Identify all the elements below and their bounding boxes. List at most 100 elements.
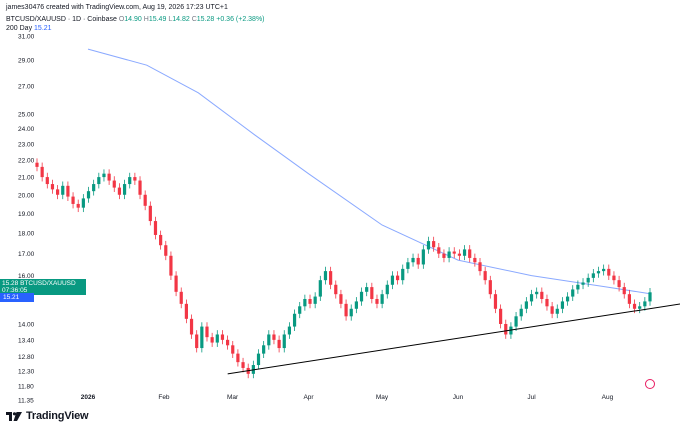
candle-body xyxy=(550,306,554,314)
y-tick-label: 18.00 xyxy=(18,230,35,237)
tradingview-logo[interactable]: TradingView xyxy=(6,410,89,422)
candle-body xyxy=(133,177,137,181)
candle-body xyxy=(231,345,235,354)
chart-caption: james30476 created with TradingView.com,… xyxy=(6,4,228,11)
bar-countdown: 07:36:05 xyxy=(2,287,28,294)
candle-body xyxy=(365,287,369,292)
candle-body xyxy=(35,162,39,167)
candle-body xyxy=(395,275,400,281)
candle-body xyxy=(169,255,173,276)
candle-body xyxy=(122,184,127,195)
candle-body xyxy=(272,334,276,340)
candle-body xyxy=(555,308,559,314)
candle-body xyxy=(308,298,312,304)
candle-body xyxy=(277,339,281,349)
candle-body xyxy=(40,166,44,178)
x-tick-label: Feb xyxy=(158,394,170,401)
candle-body xyxy=(416,257,420,265)
candle-body xyxy=(648,292,652,302)
candle-body xyxy=(329,271,333,285)
change-value: +0.36 (+2.38%) xyxy=(216,16,265,23)
candle-body xyxy=(354,301,358,309)
candle-body xyxy=(143,194,147,206)
candle-body xyxy=(514,316,518,327)
ma-legend[interactable]: 200 Day 15.21 xyxy=(6,25,52,32)
candle-body xyxy=(638,306,642,309)
candle-body xyxy=(45,177,49,185)
y-tick-label: 23.00 xyxy=(18,142,35,149)
candle-body xyxy=(138,180,142,195)
candle-body xyxy=(262,345,266,354)
y-tick-label: 31.00 xyxy=(18,34,35,41)
candle-body xyxy=(401,268,405,281)
candle-body xyxy=(560,301,565,309)
ma-200-series xyxy=(87,48,652,295)
y-tick-label: 22.00 xyxy=(18,158,35,165)
candle-body xyxy=(457,253,462,256)
candle-body xyxy=(411,257,415,263)
candle-body xyxy=(390,275,395,285)
candle-body xyxy=(195,334,199,349)
candle-body xyxy=(437,247,441,254)
y-tick-label: 17.00 xyxy=(18,251,35,258)
candle-body xyxy=(591,273,595,278)
candle-body xyxy=(153,221,158,235)
candle-body xyxy=(602,268,606,272)
candle-body xyxy=(61,185,65,195)
x-tick-label: Apr xyxy=(303,394,314,401)
candle-body xyxy=(452,251,456,254)
candle-body xyxy=(256,353,261,366)
candle-body xyxy=(287,326,292,335)
y-tick-label: 14.00 xyxy=(18,321,35,328)
candle-body xyxy=(205,326,209,338)
candle-body xyxy=(97,177,101,185)
y-tick-label: 12.80 xyxy=(18,354,35,361)
candle-body xyxy=(622,287,626,295)
symbol-legend[interactable]: BTCUSD/XAUUSD · 1D · Coinbase O14.90 H15… xyxy=(6,16,265,23)
candle-body xyxy=(179,291,183,304)
candle-body xyxy=(627,294,631,304)
candle-body xyxy=(184,303,188,319)
ma-price-tag: 15.21 xyxy=(0,293,34,302)
candle-body xyxy=(468,249,472,258)
candle-body xyxy=(488,280,492,295)
candle-body xyxy=(210,337,214,343)
candle-body xyxy=(540,291,544,299)
ohlc-high: H15.49 xyxy=(143,16,167,23)
candle-body xyxy=(189,318,194,335)
candle-body xyxy=(225,339,230,346)
candle-body xyxy=(102,173,106,178)
y-tick-label: 11.80 xyxy=(18,383,34,390)
y-tick-label: 24.00 xyxy=(18,126,35,133)
candle-body xyxy=(298,306,302,314)
y-axis: 31.00 29.00 27.00 25.00 24.00 23.00 22.00 21.00… xyxy=(18,34,35,405)
candle-body xyxy=(92,184,96,192)
y-tick-label: 27.00 xyxy=(18,84,35,91)
y-tick-label: 19.00 xyxy=(18,211,35,218)
y-tick-label: 20.00 xyxy=(18,192,35,199)
last-price-tag: 15.28 BTCUSD/XAUUSD 07:36:05 xyxy=(0,279,86,295)
candle-body xyxy=(200,326,204,349)
candle-body xyxy=(380,294,384,304)
candle-body xyxy=(499,308,503,324)
candle-body xyxy=(164,245,168,256)
replay-icon[interactable] xyxy=(645,379,655,389)
candle-body xyxy=(220,334,225,340)
last-price: 15.28 xyxy=(2,280,19,287)
candle-body xyxy=(493,294,498,309)
candle-body xyxy=(406,262,410,269)
candle-body xyxy=(581,282,585,285)
price-tag-symbol: BTCUSD/XAUUSD xyxy=(20,280,76,287)
candle-body xyxy=(529,294,534,302)
candle-body xyxy=(442,253,446,258)
candle-body xyxy=(535,291,539,295)
ma-label: 200 Day xyxy=(6,25,33,32)
candle-body xyxy=(349,308,353,317)
y-tick-label: 21.00 xyxy=(18,175,35,182)
candle-body xyxy=(596,271,601,274)
symbol-label: BTCUSD/XAUUSD · 1D · Coinbase xyxy=(6,16,117,23)
candle-body xyxy=(76,203,80,208)
candle-body xyxy=(236,353,240,363)
ohlc-low: L14.82 xyxy=(168,16,190,23)
